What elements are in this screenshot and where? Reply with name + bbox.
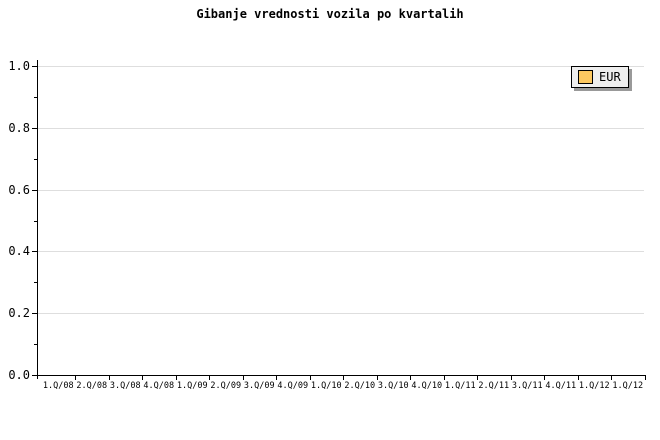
x-tick-label: 2.Q/10: [344, 381, 376, 391]
y-tick-label: 0.6: [8, 182, 30, 197]
y-gridline: [38, 66, 644, 67]
chart-title: Gibanje vrednosti vozila po kvartalih: [196, 7, 464, 21]
x-tick: [443, 375, 445, 380]
x-tick: [343, 375, 344, 380]
x-tick-label: 2.Q/11: [478, 381, 510, 391]
x-tick-label: 4.Q/09: [277, 381, 309, 391]
y-minor-tick: [34, 158, 37, 160]
x-tick: [611, 375, 612, 380]
y-major-tick: [32, 66, 37, 67]
x-tick-label: 1.Q/11: [444, 381, 476, 391]
x-tick: [410, 375, 411, 380]
y-major-tick: [32, 313, 37, 315]
x-tick: [276, 375, 277, 380]
x-tick-label: 2.Q/08: [76, 381, 108, 391]
x-tick: [242, 375, 244, 380]
y-minor-tick: [34, 220, 37, 222]
y-minor-tick: [34, 96, 37, 98]
y-axis-line: [37, 60, 38, 379]
y-major-tick: [32, 127, 37, 129]
y-major-tick: [32, 251, 37, 253]
y-tick-label: 0.2: [8, 306, 30, 321]
x-tick-label: 2.Q/09: [210, 381, 242, 391]
y-major-tick: [32, 375, 37, 376]
y-major-tick: [32, 189, 37, 191]
legend-label-eur: EUR: [599, 69, 621, 84]
y-gridline: [38, 189, 644, 191]
x-tick-label: 1.Q/09: [176, 381, 208, 391]
y-minor-tick: [34, 344, 37, 346]
x-tick: [544, 375, 545, 380]
x-tick-label: 3.Q/11: [511, 381, 543, 391]
x-tick-label: 4.Q/11: [545, 381, 577, 391]
legend-swatch-eur: [578, 70, 593, 84]
y-tick-label: 1.0: [8, 59, 30, 73]
x-tick-label: 3.Q/10: [377, 381, 409, 391]
x-tick-label: 4.Q/08: [143, 381, 175, 391]
y-gridline: [38, 251, 644, 253]
y-tick-label: 0.0: [8, 368, 30, 382]
x-tick-label: 1.Q/08: [42, 381, 74, 391]
x-tick: [577, 375, 579, 380]
x-tick: [309, 375, 311, 380]
y-gridline: [38, 127, 644, 129]
y-minor-tick: [34, 282, 37, 284]
x-axis-line: [37, 375, 645, 376]
y-tick-label: 0.8: [8, 120, 30, 135]
x-tick-label: 1.Q/12: [612, 381, 644, 391]
x-tick-label: 1.Q/12: [578, 381, 610, 391]
x-tick-label: 1.Q/10: [310, 381, 342, 391]
legend: EUR: [571, 66, 629, 88]
x-tick: [376, 375, 378, 380]
x-tick: [477, 375, 478, 380]
x-tick-label: 4.Q/10: [411, 381, 443, 391]
x-tick: [75, 375, 76, 380]
x-tick-label: 3.Q/09: [243, 381, 275, 391]
y-tick-label: 0.4: [8, 244, 30, 259]
x-tick: [644, 375, 646, 380]
x-tick: [142, 375, 143, 380]
x-tick: [209, 375, 210, 380]
x-tick: [510, 375, 512, 380]
x-tick: [108, 375, 110, 380]
x-tick-label: 3.Q/08: [109, 381, 141, 391]
x-tick: [175, 375, 177, 380]
y-gridline: [38, 313, 644, 315]
